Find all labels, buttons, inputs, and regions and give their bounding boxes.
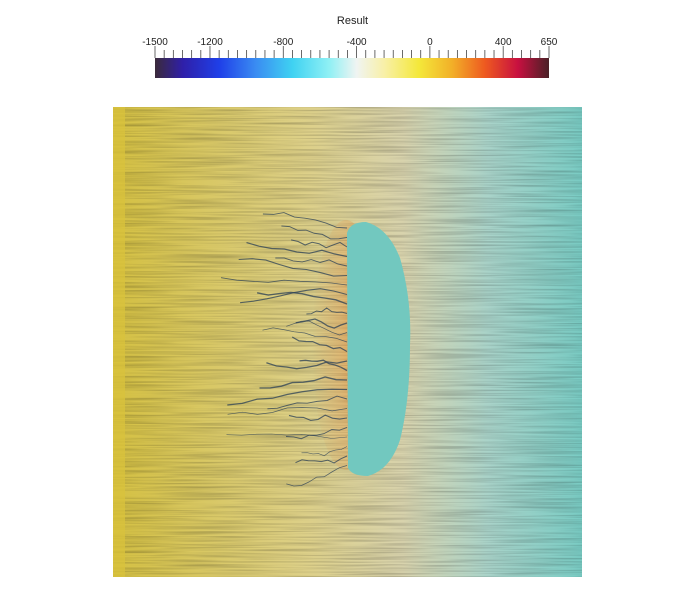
crack-line [227,407,348,415]
colorbar-tick-label: 0 [427,37,433,48]
crack-line [291,336,348,353]
left-edge-band [113,107,125,577]
crack-line [286,465,348,487]
crack-line [266,360,348,370]
crack-line [238,258,348,277]
crack-line [301,446,348,457]
crack-line [267,395,348,410]
crack-line [262,212,348,229]
crack-line [299,359,348,372]
crack-line [288,414,348,421]
crack-line [262,327,348,343]
crack-line [226,433,348,439]
crack-line [227,388,348,406]
crack-lines [220,212,348,487]
colorbar-tick-label: -1200 [197,37,223,48]
colorbar-tick-label: 400 [495,37,512,48]
color-legend-bar: -1500 -1200 -800 -400 0 400 650 [142,37,558,78]
crack-line [286,320,348,336]
crack-line [295,455,348,464]
crack-line [306,307,348,315]
colorbar-tick-labels: -1500 -1200 -800 -400 0 400 650 [142,37,558,48]
crack-line [281,225,348,240]
crack-line [220,277,348,286]
crack-line [275,257,348,267]
crack-line [290,239,348,249]
colorbar-tick-label: 650 [541,37,558,48]
colorbar-ticks [154,46,550,58]
crack-line [246,242,348,258]
colorbar-tick-label: -400 [347,37,367,48]
crack-line [256,291,348,305]
crack-line [259,376,348,389]
colorbar-gradient [155,58,549,78]
legend-title: Result [336,15,369,27]
obstacle-body [347,222,411,476]
colorbar-tick-label: -800 [273,37,293,48]
crack-line [285,427,348,440]
colorbar-tick-label: -1500 [142,37,168,48]
